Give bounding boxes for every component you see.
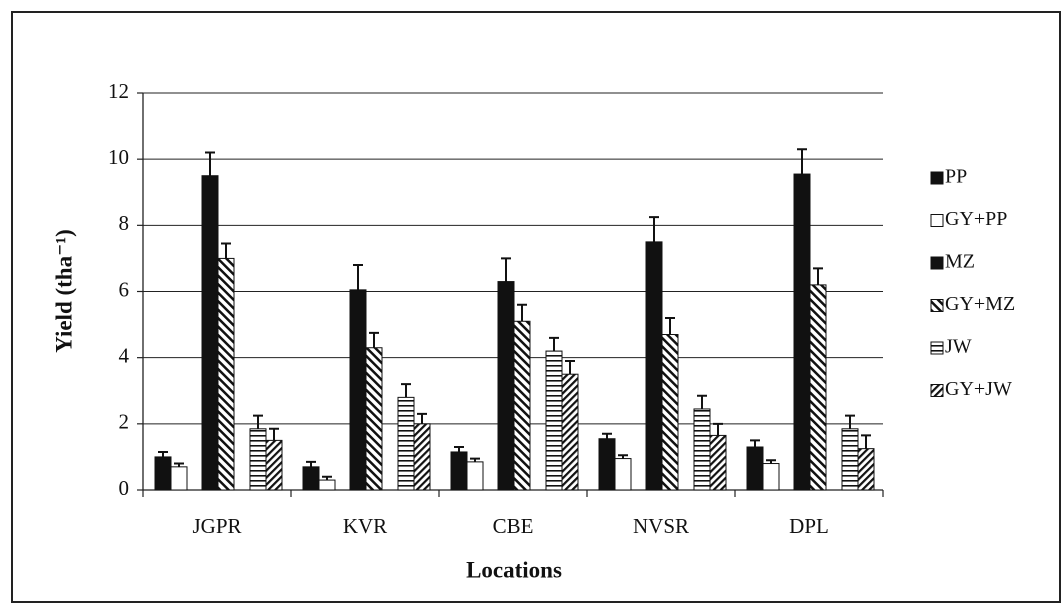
error-bar [501,257,511,282]
error-bar [861,434,871,449]
y-axis-title: Yield (tha⁻¹) [51,229,76,353]
bar [497,281,515,491]
error-bar [797,148,807,175]
x-tick-label: JGPR [192,514,241,538]
bar [561,373,579,491]
bar [349,289,367,491]
error-bar [205,151,215,176]
bar [645,241,663,491]
error-bar [713,422,723,436]
bar [318,479,336,491]
y-tick-label: 0 [119,476,130,500]
bar [614,458,632,491]
y-tick-label: 8 [119,211,130,235]
bar [709,434,727,491]
x-axis-title: Locations [466,557,562,582]
bar [857,448,875,491]
bar [397,396,415,491]
legend-swatch [930,171,944,185]
error-bar [665,316,675,335]
error-bar [845,414,855,429]
error-bar [517,303,527,322]
error-bar [602,432,612,439]
legend-label: GY+MZ [945,293,1015,315]
error-bar [549,336,559,352]
error-bar [269,427,279,441]
bar [365,347,383,491]
bar [513,320,531,491]
legend-swatch [930,299,944,312]
bar [693,408,711,491]
bar [249,428,267,491]
bar [217,257,235,491]
error-bar [353,264,363,290]
bar [302,466,320,491]
bar [413,423,431,491]
legend-label: JW [945,336,972,358]
error-bar [401,383,411,398]
legend-swatch [930,384,944,397]
frame [11,11,1061,603]
error-bar [750,439,760,447]
legend-label: GY+JW [945,378,1012,400]
bar [265,439,283,491]
bar [793,173,811,491]
x-tick-label: DPL [789,514,829,538]
bar [170,466,188,491]
bar [809,284,827,491]
bar [201,175,219,491]
y-tick-label: 4 [119,343,130,367]
bar [154,456,172,491]
error-bar [369,331,379,348]
y-tick-label: 2 [119,410,130,434]
error-bar [158,450,168,457]
x-tick-label: NVSR [633,514,689,538]
error-bar [253,414,263,429]
error-bar [618,454,628,459]
error-bar [649,216,659,242]
bar [661,334,679,491]
legend-label: GY+PP [945,208,1007,230]
legend-swatch [930,256,944,270]
y-tick-label: 10 [108,145,129,169]
error-bar [174,462,184,467]
error-bar [417,412,427,424]
bar [746,446,764,491]
error-bar [697,394,707,409]
error-bar [221,242,231,259]
bar [762,463,780,491]
error-bar [813,267,823,285]
bar [545,350,563,491]
legend-swatch [930,341,944,355]
error-bar [470,457,480,462]
legend-label: MZ [945,251,975,273]
x-tick-label: KVR [343,514,387,538]
error-bar [306,460,316,467]
bar [450,451,468,491]
y-tick-label: 12 [108,79,129,103]
y-tick-label: 6 [119,277,130,301]
bar [466,461,484,491]
error-bar [322,475,332,481]
error-bar [766,459,776,464]
x-tick-label: CBE [493,514,534,538]
error-bar [454,445,464,452]
error-bar [565,359,575,375]
bar [841,428,859,491]
legend-label: PP [945,166,967,188]
legend-swatch [930,214,944,227]
bar [598,438,616,491]
